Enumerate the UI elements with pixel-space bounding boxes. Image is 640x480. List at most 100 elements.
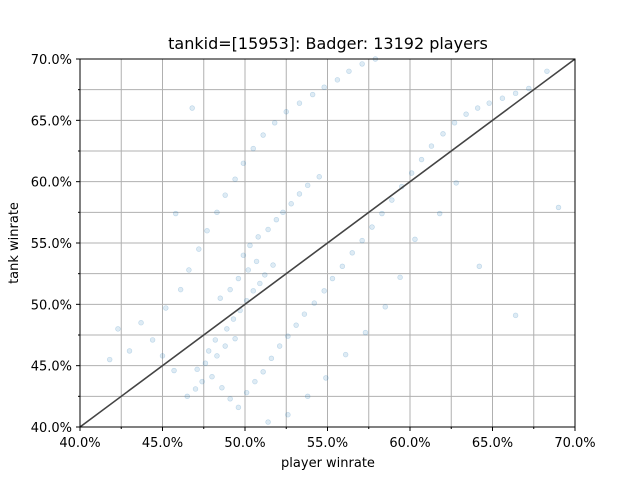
scatter-point	[268, 355, 275, 362]
scatter-point	[293, 322, 299, 328]
scatter-point	[214, 209, 220, 216]
scatter-point	[214, 353, 220, 359]
x-tick-label: 45.0%	[142, 436, 183, 451]
scatter-point	[106, 356, 113, 363]
scatter-point	[126, 348, 133, 354]
y-axis-label: tank winrate	[7, 202, 22, 284]
x-tick-label: 40.0%	[59, 436, 100, 451]
scatter-point	[273, 216, 280, 223]
scatter-point	[270, 262, 276, 268]
scatter-point	[389, 197, 395, 203]
scatter-points	[106, 56, 562, 425]
scatter-point	[499, 95, 506, 101]
scatter-point	[285, 412, 291, 418]
x-tick-label: 70.0%	[554, 436, 595, 451]
scatter-point	[173, 210, 179, 217]
scatter-point	[276, 343, 283, 349]
scatter-point	[451, 120, 458, 126]
scatter-point	[265, 419, 271, 425]
reference-line-group	[79, 58, 576, 428]
scatter-point	[159, 353, 166, 359]
scatter-point	[296, 100, 303, 106]
scatter-point	[189, 105, 195, 111]
scatter-point	[349, 250, 355, 256]
scatter-point	[311, 300, 317, 306]
scatter-point	[227, 396, 233, 402]
scatter-point	[301, 311, 308, 317]
x-axis-label: player winrate	[281, 456, 375, 471]
scatter-point	[209, 374, 215, 380]
scatter-point	[555, 204, 562, 211]
scatter-point	[329, 275, 336, 282]
scatter-point	[280, 209, 286, 216]
scatter-point	[512, 312, 519, 319]
scatter-point	[408, 170, 415, 176]
scatter-point	[206, 348, 212, 354]
x-tick-label: 65.0%	[472, 436, 513, 451]
scatter-point	[232, 335, 238, 342]
scatter-point	[196, 246, 202, 252]
x-tick-label: 60.0%	[389, 436, 430, 451]
scatter-point	[321, 288, 327, 294]
scatter-point	[272, 120, 278, 126]
scatter-point	[316, 174, 322, 180]
scatter-point	[544, 68, 550, 74]
scatter-point	[437, 210, 443, 217]
scatter-point	[240, 160, 247, 166]
scatter-point	[163, 305, 169, 311]
scatter-point	[474, 105, 481, 111]
y-tick-label: 50.0%	[31, 298, 72, 313]
scatter-point	[260, 132, 266, 138]
scatter-point	[512, 90, 519, 97]
x-axis: 40.0% 45.0% 50.0% 55.0% 60.0% 65.0% 70.0%	[59, 427, 596, 451]
scatter-point	[253, 258, 260, 265]
scatter-point	[288, 201, 294, 207]
scatter-point	[219, 385, 225, 391]
scatter-point	[222, 343, 228, 349]
scatter-point	[202, 360, 209, 366]
scatter-point	[115, 326, 121, 332]
scatter-point	[346, 68, 352, 74]
scatter-point	[224, 326, 230, 332]
scatter-point	[397, 274, 403, 281]
scatter-point	[194, 366, 200, 373]
scatter-point	[305, 393, 311, 400]
scatter-point	[199, 378, 205, 385]
y-tick-label: 45.0%	[31, 360, 72, 375]
scatter-point	[222, 192, 228, 198]
scatter-point	[138, 320, 144, 326]
scatter-point	[285, 333, 291, 339]
scatter-point	[323, 375, 329, 381]
scatter-point	[428, 143, 435, 149]
scatter-point	[235, 275, 242, 282]
scatter-point	[204, 228, 210, 234]
scatter-point	[171, 367, 177, 374]
scatter-point	[217, 295, 223, 301]
scatter-point	[240, 252, 247, 258]
scatter-point	[245, 267, 252, 273]
scatter-point	[250, 145, 256, 152]
scatter-point	[321, 84, 327, 90]
y-tick-label: 70.0%	[31, 53, 72, 68]
scatter-point	[186, 267, 192, 273]
scatter-point	[230, 316, 237, 322]
scatter-point	[309, 91, 316, 98]
chart-title: tankid=[15953]: Badger: 13192 players	[168, 34, 488, 53]
y-tick-label: 55.0%	[31, 237, 72, 252]
scatter-point	[359, 237, 365, 244]
scatter-point	[247, 242, 253, 249]
scatter-point	[463, 111, 469, 117]
scatter-point	[184, 393, 190, 400]
scatter-point	[412, 236, 418, 243]
scatter-point	[476, 263, 482, 270]
scatter-point	[257, 280, 263, 287]
scatter-point	[212, 337, 219, 343]
scatter-point	[243, 389, 250, 396]
scatter-point	[342, 351, 349, 358]
scatter-point	[418, 156, 425, 163]
x-tick-label: 50.0%	[224, 436, 265, 451]
scatter-point	[232, 176, 238, 182]
scatter-point	[305, 182, 311, 189]
